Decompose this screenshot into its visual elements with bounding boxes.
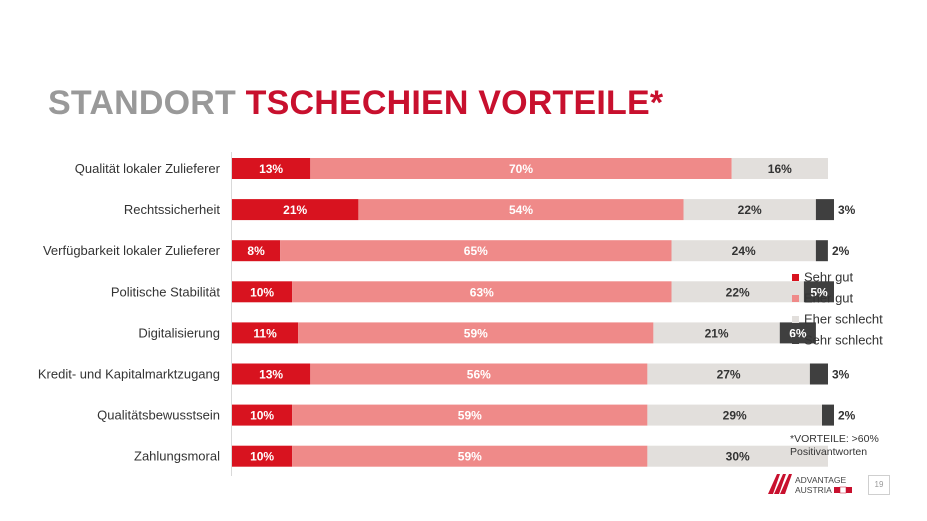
- category-label-kredit-und-kapitalmarktzugang: Kredit- und Kapitalmarktzugang: [38, 367, 220, 382]
- legend: Sehr gut Eher gut Eher schlecht Sehr schlec…: [792, 270, 883, 348]
- value-label-rechtssicherheit-eher-gut: 54%: [509, 203, 533, 217]
- logo-flag-red-2: [846, 487, 852, 493]
- value-label-kredit-und-kapitalmarktzugang-eher-schlecht: 27%: [717, 368, 741, 382]
- value-label-digitalisierung-eher-schlecht: 21%: [705, 326, 729, 340]
- bar-verfuegbarkeit-lokaler-zulieferer-eher-gut: [280, 240, 672, 262]
- logo-text-austria: AUSTRIA: [795, 485, 832, 495]
- value-label-politische-stabilitaet-sehr-gut: 10%: [250, 285, 274, 299]
- page-number: 19: [868, 475, 890, 495]
- legend-swatch-eher-gut: [792, 295, 799, 302]
- footnote-line-2: Positivantworten: [790, 446, 868, 458]
- bar-kredit-und-kapitalmarktzugang-eher-gut: [310, 363, 648, 385]
- legend-label-eher-schlecht: Eher schlecht: [804, 312, 883, 327]
- title-part-vorteile: TSCHECHIEN VORTEILE*: [245, 84, 664, 122]
- value-label-digitalisierung-sehr-gut: 11%: [253, 326, 277, 340]
- value-label-politische-stabilitaet-eher-schlecht: 22%: [726, 285, 750, 299]
- bar-qualitaetsbewusstsein-eher-schlecht: [647, 404, 822, 426]
- title-part-standort: STANDORT: [48, 84, 236, 122]
- bar-politische-stabilitaet-sehr-gut: [232, 281, 293, 303]
- footnote-line-1: *VORTEILE: >60%: [790, 433, 879, 445]
- value-label-verfuegbarkeit-lokaler-zulieferer-eher-schlecht: 24%: [732, 244, 756, 258]
- value-labels: 13% 70% 16% 21% 54% 22% 3% 8% 65% 24% 2% 10% 63% 22% 5…: [247, 162, 855, 464]
- value-label-qualitaetsbewusstsein-eher-gut: 59%: [458, 409, 482, 423]
- category-label-qualitaet-lokaler-zulieferer: Qualität lokaler Zulieferer: [75, 161, 221, 176]
- bar-qualitaet-lokaler-zulieferer-sehr-gut: [232, 158, 311, 179]
- value-label-qualitaet-lokaler-zulieferer-sehr-gut: 13%: [259, 162, 283, 176]
- bar-qualitaetsbewusstsein-sehr-gut: [232, 404, 293, 426]
- slide-title: STANDORT TSCHECHIEN VORTEILE*: [48, 84, 663, 123]
- value-label-politische-stabilitaet-eher-gut: 63%: [470, 285, 494, 299]
- category-label-zahlungsmoral: Zahlungsmoral: [134, 449, 220, 464]
- value-label-qualitaet-lokaler-zulieferer-eher-gut: 70%: [509, 162, 533, 176]
- value-label-qualitaet-lokaler-zulieferer-eher-schlecht: 16%: [768, 162, 792, 176]
- bar-digitalisierung-eher-gut: [298, 322, 654, 344]
- value-label-verfuegbarkeit-lokaler-zulieferer-sehr-gut: 8%: [247, 244, 265, 258]
- bar-rechtssicherheit-sehr-gut: [232, 199, 359, 221]
- value-label-kredit-und-kapitalmarktzugang-eher-gut: 56%: [467, 368, 491, 382]
- logo-mark-3: [780, 474, 792, 494]
- logo-flag-red-1: [834, 487, 840, 493]
- bar-kredit-und-kapitalmarktzugang-eher-schlecht: [647, 363, 810, 385]
- logo-mark-2: [774, 474, 786, 494]
- bar-digitalisierung-sehr-gut: [232, 322, 299, 344]
- advantage-austria-logo: ADVANTAGE AUSTRIA: [768, 474, 852, 495]
- bar-zahlungsmoral-sehr-gut: [232, 445, 293, 467]
- value-label-zahlungsmoral-sehr-gut: 10%: [250, 450, 274, 464]
- bar-verfuegbarkeit-lokaler-zulieferer-sehr-schlecht: [815, 240, 828, 262]
- value-label-kredit-und-kapitalmarktzugang-sehr-schlecht: 3%: [832, 368, 850, 382]
- logo-flag-white: [839, 486, 847, 494]
- category-labels: Qualität lokaler Zulieferer Rechtssicherh…: [38, 161, 221, 464]
- bar-qualitaet-lokaler-zulieferer-eher-schlecht: [731, 158, 828, 179]
- value-label-qualitaetsbewusstsein-sehr-schlecht: 2%: [838, 409, 856, 423]
- bar-kredit-und-kapitalmarktzugang-sehr-gut: [232, 363, 311, 385]
- category-label-verfuegbarkeit-lokaler-zulieferer: Verfügbarkeit lokaler Zulieferer: [43, 243, 221, 258]
- bar-zahlungsmoral-eher-schlecht: [647, 445, 828, 467]
- bar-rechtssicherheit-eher-schlecht: [683, 199, 816, 221]
- value-label-digitalisierung-sehr-schlecht: 6%: [789, 326, 807, 340]
- category-label-qualitaetsbewusstsein: Qualitätsbewusstsein: [97, 408, 220, 423]
- legend-swatch-sehr-schlecht: [792, 337, 799, 344]
- logo-text-advantage: ADVANTAGE: [795, 475, 846, 485]
- value-label-zahlungsmoral-eher-schlecht: 30%: [726, 450, 750, 464]
- value-label-kredit-und-kapitalmarktzugang-sehr-gut: 13%: [259, 368, 283, 382]
- bar-digitalisierung-sehr-schlecht: [779, 322, 816, 344]
- value-label-rechtssicherheit-sehr-gut: 21%: [283, 203, 307, 217]
- logo-mark: [768, 474, 780, 494]
- bar-politische-stabilitaet-eher-gut: [292, 281, 672, 303]
- bar-verfuegbarkeit-lokaler-zulieferer-sehr-gut: [232, 240, 281, 262]
- value-label-zahlungsmoral-eher-gut: 59%: [458, 450, 482, 464]
- value-label-verfuegbarkeit-lokaler-zulieferer-sehr-schlecht: 2%: [832, 244, 850, 258]
- footnote: *VORTEILE: >60% Positivantworten: [790, 433, 900, 459]
- legend-swatch-sehr-gut: [792, 274, 799, 281]
- bar-zahlungsmoral-eher-gut: [292, 445, 648, 467]
- bar-politische-stabilitaet-sehr-schlecht: [803, 281, 834, 303]
- bar-verfuegbarkeit-lokaler-zulieferer-eher-schlecht: [671, 240, 816, 262]
- legend-label-sehr-gut: Sehr gut: [804, 270, 854, 285]
- legend-label-sehr-schlecht: Sehr schlecht: [804, 333, 883, 348]
- legend-label-eher-gut: Eher gut: [804, 291, 854, 306]
- legend-swatch-eher-schlecht: [792, 316, 799, 323]
- category-label-politische-stabilitaet: Politische Stabilität: [111, 284, 220, 299]
- value-label-digitalisierung-eher-gut: 59%: [464, 326, 488, 340]
- bar-qualitaet-lokaler-zulieferer-eher-gut: [310, 158, 732, 179]
- value-label-rechtssicherheit-sehr-schlecht: 3%: [838, 203, 856, 217]
- value-label-verfuegbarkeit-lokaler-zulieferer-eher-gut: 65%: [464, 244, 488, 258]
- category-label-rechtssicherheit: Rechtssicherheit: [124, 202, 220, 217]
- bar-rechtssicherheit-sehr-schlecht: [815, 199, 834, 221]
- bar-qualitaetsbewusstsein-eher-gut: [292, 404, 648, 426]
- value-label-qualitaetsbewusstsein-eher-schlecht: 29%: [723, 409, 747, 423]
- bar-qualitaetsbewusstsein-sehr-schlecht: [822, 404, 834, 426]
- category-label-digitalisierung: Digitalisierung: [138, 325, 220, 340]
- bar-rechtssicherheit-eher-gut: [358, 199, 684, 221]
- value-label-politische-stabilitaet-sehr-schlecht: 5%: [810, 285, 828, 299]
- bar-kredit-und-kapitalmarktzugang-sehr-schlecht: [809, 363, 828, 385]
- bar-politische-stabilitaet-eher-schlecht: [671, 281, 804, 303]
- bar-digitalisierung-eher-schlecht: [653, 322, 780, 344]
- bars: [232, 158, 834, 467]
- value-label-qualitaetsbewusstsein-sehr-gut: 10%: [250, 409, 274, 423]
- value-label-rechtssicherheit-eher-schlecht: 22%: [738, 203, 762, 217]
